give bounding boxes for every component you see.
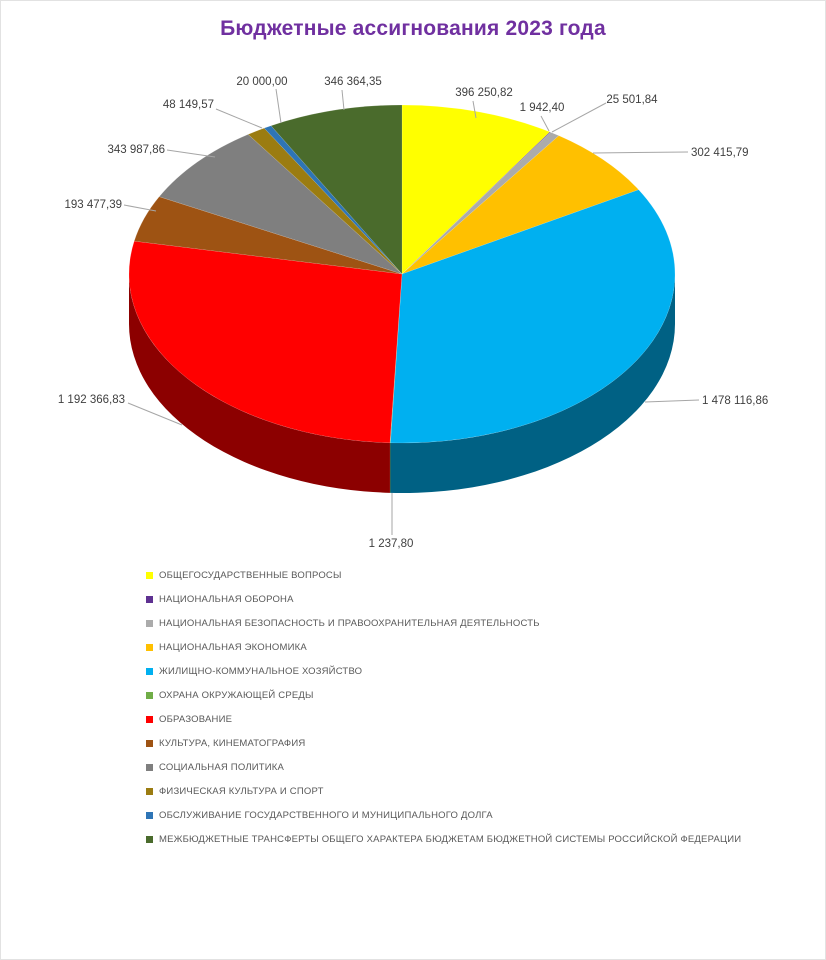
legend-swatch-icon (146, 811, 153, 819)
legend-item: КУЛЬТУРА, КИНЕМАТОГРАФИЯ (146, 731, 741, 755)
leader-line (540, 115, 550, 132)
data-label: 193 477,39 (64, 199, 122, 211)
data-label: 1 237,80 (369, 538, 414, 550)
pie-slice (133, 196, 403, 275)
legend-swatch-icon (146, 763, 153, 771)
data-label: 1 478 116,86 (702, 395, 768, 407)
data-label: 25 501,84 (606, 94, 658, 106)
legend-label: ОБСЛУЖИВАНИЕ ГОСУДАРСТВЕННОГО И МУНИЦИПА… (159, 809, 493, 821)
pie-slice (128, 240, 403, 444)
legend-swatch-icon (146, 619, 153, 627)
pie-slice (390, 189, 676, 444)
legend-label: НАЦИОНАЛЬНАЯ БЕЗОПАСНОСТЬ И ПРАВООХРАНИТ… (159, 617, 540, 629)
legend-label: НАЦИОНАЛЬНАЯ ОБОРОНА (159, 593, 294, 605)
legend-item: НАЦИОНАЛЬНАЯ ОБОРОНА (146, 587, 741, 611)
legend-label: НАЦИОНАЛЬНАЯ ЭКОНОМИКА (159, 641, 307, 653)
pie-slice (401, 104, 551, 275)
leader-line (123, 204, 157, 212)
leader-line (592, 151, 689, 154)
pie-slice (247, 127, 403, 275)
leader-line (275, 88, 282, 124)
data-label: 302 415,79 (691, 147, 749, 159)
pie-slice (158, 134, 403, 275)
chart-title: Бюджетные ассигнования 2023 года (220, 17, 606, 40)
pie-slice (389, 273, 403, 444)
pie-slice (401, 131, 560, 275)
legend-item: СОЦИАЛЬНАЯ ПОЛИТИКА (146, 755, 741, 779)
legend-swatch-icon (146, 643, 153, 651)
legend-swatch-icon (146, 715, 153, 723)
legend-swatch-icon (146, 835, 153, 843)
data-label: 396 250,82 (455, 87, 513, 99)
pie-chart: 396 250,82 1 942,40 25 501,84 302 415,79 1 4… (58, 76, 768, 550)
legend-label: СОЦИАЛЬНАЯ ПОЛИТИКА (159, 761, 285, 773)
legend-swatch-icon (146, 691, 153, 699)
legend-item: НАЦИОНАЛЬНАЯ ЭКОНОМИКА (146, 635, 741, 659)
data-label: 1 192 366,83 (58, 394, 125, 406)
data-label: 48 149,57 (163, 99, 214, 111)
legend-label: ОБЩЕГОСУДАРСТВЕННЫЕ ВОПРОСЫ (159, 569, 342, 581)
legend-item: ОХРАНА ОКРУЖАЮЩЕЙ СРЕДЫ (146, 683, 741, 707)
pie-slice-side (129, 274, 390, 493)
legend-swatch-icon (146, 739, 153, 747)
leader-line (551, 102, 607, 133)
leader-line (127, 402, 183, 426)
legend-swatch-icon (146, 787, 153, 795)
legend-swatch-icon (146, 667, 153, 675)
pie-slice (270, 104, 403, 275)
leader-line (166, 149, 216, 158)
data-label: 346 364,35 (324, 76, 382, 88)
legend-label: ФИЗИЧЕСКАЯ КУЛЬТУРА И СПОРТ (159, 785, 324, 797)
legend-item: ОБСЛУЖИВАНИЕ ГОСУДАРСТВЕННОГО И МУНИЦИПА… (146, 803, 741, 827)
pie-slice (401, 131, 551, 275)
legend-item: ФИЗИЧЕСКАЯ КУЛЬТУРА И СПОРТ (146, 779, 741, 803)
leader-line (341, 89, 345, 111)
legend-label: ЖИЛИЩНО-КОММУНАЛЬНОЕ ХОЗЯЙСТВО (159, 665, 363, 677)
legend-label: ОХРАНА ОКРУЖАЮЩЕЙ СРЕДЫ (159, 689, 314, 701)
legend-item: ОБЩЕГОСУДАРСТВЕННЫЕ ВОПРОСЫ (146, 563, 741, 587)
legend: ОБЩЕГОСУДАРСТВЕННЫЕ ВОПРОСЫ НАЦИОНАЛЬНАЯ … (146, 563, 741, 851)
legend-item: ЖИЛИЩНО-КОММУНАЛЬНОЕ ХОЗЯЙСТВО (146, 659, 741, 683)
legend-swatch-icon (146, 595, 153, 603)
pie-slice (401, 135, 640, 275)
data-label: 1 942,40 (520, 102, 565, 114)
leader-line (472, 100, 477, 119)
pie-slice (263, 125, 403, 275)
legend-label: МЕЖБЮДЖЕТНЫЕ ТРАНСФЕРТЫ ОБЩЕГО ХАРАКТЕРА… (159, 833, 742, 845)
legend-swatch-icon (146, 571, 153, 579)
legend-label: ОБРАЗОВАНИЕ (159, 713, 233, 725)
legend-item: ОБРАЗОВАНИЕ (146, 707, 741, 731)
leader-line (215, 108, 263, 129)
legend-item: НАЦИОНАЛЬНАЯ БЕЗОПАСНОСТЬ И ПРАВООХРАНИТ… (146, 611, 741, 635)
pie-slice-side (390, 274, 675, 493)
data-label: 20 000,00 (236, 76, 287, 88)
legend-label: КУЛЬТУРА, КИНЕМАТОГРАФИЯ (159, 737, 306, 749)
legend-item: МЕЖБЮДЖЕТНЫЕ ТРАНСФЕРТЫ ОБЩЕГО ХАРАКТЕРА… (146, 827, 741, 851)
data-label: 343 987,86 (107, 144, 165, 156)
leader-line (644, 399, 700, 403)
